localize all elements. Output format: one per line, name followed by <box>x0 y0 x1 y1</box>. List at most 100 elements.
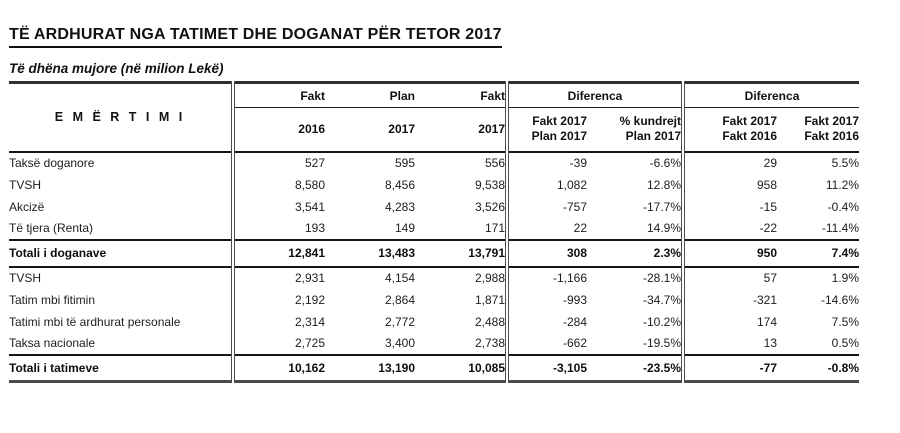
cell-plan-2017: 13,483 <box>325 238 415 268</box>
row-label: TVSH <box>9 266 235 289</box>
table-body: Taksë doganore 527 595 556 -39 -6.6% 29 … <box>9 151 860 383</box>
row-label: Taksë doganore <box>9 151 235 174</box>
cell-pct-plan: -23.5% <box>587 353 686 383</box>
row-label: Taksa nacionale <box>9 332 235 355</box>
row-label: Totali i tatimeve <box>9 353 235 383</box>
cell-pct-fakt: -0.8% <box>777 353 860 383</box>
cell-fakt-2016: 3,541 <box>294 199 325 214</box>
row-label: Akcizë <box>9 195 235 218</box>
table-row: TVSH 2,931 4,154 2,988 -1,166 -28.1% 57 … <box>9 266 860 289</box>
cell-fakt-2016: 2,314 <box>294 314 325 329</box>
cell-fakt-2017: 171 <box>415 217 509 240</box>
cell-fakt-2016: 2,192 <box>294 292 325 307</box>
cell-diff-plan: 1,082 <box>556 177 587 192</box>
cell-pct-fakt: 5.5% <box>831 156 860 170</box>
row-label: TVSH <box>9 173 235 196</box>
col-header-diff-fakt2017-fakt2016: Fakt 2017 Fakt 2016 <box>683 107 778 153</box>
cell-pct-plan: -19.5% <box>587 332 686 355</box>
table-row: Të tjera (Renta) 193 149 171 22 14.9% -2… <box>9 217 860 240</box>
table-row-total-doganave: Totali i doganave 12,841 13,483 13,791 3… <box>9 238 860 268</box>
col-header-2017-plan: 2017 <box>325 107 415 153</box>
table-row: Akcizë 3,541 4,283 3,526 -757 -17.7% -15… <box>9 195 860 218</box>
col-group-diferenca-plan: Diferenca <box>507 82 686 108</box>
cell-plan-2017: 8,456 <box>384 177 415 192</box>
col-header-plan: Plan <box>325 82 415 108</box>
cell-fakt-2017: 556 <box>415 151 509 174</box>
col-header-fakt-b: Fakt <box>415 82 509 108</box>
col-header-2017-fakt: 2017 <box>415 107 509 153</box>
table-row: Tatim mbi fitimin 2,192 2,864 1,871 -993… <box>9 288 860 311</box>
cell-fakt-2017: 2,738 <box>415 332 509 355</box>
cell-diff-fakt: 950 <box>683 238 778 268</box>
cell-diff-fakt: 29 <box>763 156 778 170</box>
col-header-fakt-a: Fakt <box>233 82 325 108</box>
cell-diff-fakt: 13 <box>763 336 778 350</box>
cell-pct-fakt: 7.5% <box>831 314 860 329</box>
cell-pct-plan: -10.2% <box>587 310 686 333</box>
cell-fakt-2017: 1,871 <box>415 288 509 311</box>
cell-diff-fakt: -77 <box>683 353 778 383</box>
cell-diff-plan: -1,166 <box>552 271 587 285</box>
cell-diff-plan: -993 <box>562 292 587 307</box>
cell-pct-fakt: -14.6% <box>821 292 860 307</box>
page-subtitle: Të dhëna mujore (në milion Lekë) <box>9 61 224 76</box>
cell-fakt-2017: 3,526 <box>415 195 509 218</box>
cell-plan-2017: 2,864 <box>384 292 415 307</box>
cell-diff-plan: 308 <box>507 238 587 268</box>
row-label: Tatim mbi fitimin <box>9 288 235 311</box>
col-group-diferenca-fakt: Diferenca <box>683 82 860 108</box>
revenue-table: E M Ë R T I M I Fakt Plan Fakt Diferenca… <box>9 81 860 383</box>
cell-diff-fakt: 174 <box>756 314 778 329</box>
cell-plan-2017: 149 <box>394 221 415 235</box>
cell-fakt-2016: 193 <box>304 221 325 235</box>
cell-fakt-2017: 9,538 <box>415 173 509 196</box>
cell-fakt-2016: 12,841 <box>233 238 325 268</box>
cell-pct-fakt: 7.4% <box>777 238 860 268</box>
cell-fakt-2017: 2,988 <box>415 266 509 289</box>
cell-diff-plan: -39 <box>569 156 587 170</box>
header-row-sub: 2016 2017 2017 Fakt 2017 Plan 2017 % kun… <box>9 107 860 153</box>
col-header-2016: 2016 <box>233 107 325 153</box>
cell-diff-plan: -284 <box>562 314 587 329</box>
cell-plan-2017: 4,154 <box>384 271 415 285</box>
cell-pct-plan: 2.3% <box>587 238 686 268</box>
row-label: Totali i doganave <box>9 238 235 268</box>
cell-diff-plan: -3,105 <box>507 353 587 383</box>
cell-pct-fakt: -0.4% <box>827 199 860 214</box>
cell-fakt-2016: 10,162 <box>233 353 325 383</box>
col-header-pct-fakt2017-fakt2016: Fakt 2017 Fakt 2016 <box>777 107 860 153</box>
cell-diff-fakt: -15 <box>759 199 778 214</box>
cell-pct-fakt: -11.4% <box>821 221 860 235</box>
cell-diff-fakt: -22 <box>759 221 778 235</box>
cell-diff-fakt: 57 <box>763 271 778 285</box>
cell-diff-fakt: -321 <box>752 292 778 307</box>
table-row: TVSH 8,580 8,456 9,538 1,082 12.8% 958 1… <box>9 173 859 196</box>
cell-fakt-2017: 2,488 <box>415 310 509 333</box>
row-label: Të tjera (Renta) <box>9 217 235 240</box>
cell-pct-plan: -17.7% <box>587 195 686 218</box>
header-row-groups: E M Ë R T I M I Fakt Plan Fakt Diferenca… <box>9 82 860 153</box>
table-header: E M Ë R T I M I Fakt Plan Fakt Diferenca… <box>9 82 860 153</box>
cell-diff-plan: 22 <box>573 221 587 235</box>
cell-pct-plan: 14.9% <box>587 217 686 240</box>
cell-diff-plan: -662 <box>562 336 587 350</box>
col-header-diff-fakt2017-plan2017: Fakt 2017 Plan 2017 <box>507 107 587 153</box>
cell-plan-2017: 13,190 <box>325 353 415 383</box>
cell-pct-plan: 12.8% <box>587 173 686 196</box>
cell-plan-2017: 2,772 <box>384 314 415 329</box>
row-label: Tatimi mbi të ardhurat personale <box>9 310 235 333</box>
cell-pct-plan: -6.6% <box>587 151 686 174</box>
cell-plan-2017: 595 <box>394 156 415 170</box>
table-row: Tatimi mbi të ardhurat personale 2,314 2… <box>9 310 860 333</box>
cell-plan-2017: 3,400 <box>384 336 415 350</box>
page-title: TË ARDHURAT NGA TATIMET DHE DOGANAT PËR … <box>9 26 502 48</box>
table-row-total-tatimeve: Totali i tatimeve 10,162 13,190 10,085 -… <box>9 353 860 383</box>
cell-fakt-2016: 8,580 <box>294 177 325 192</box>
cell-fakt-2016: 2,725 <box>294 336 325 350</box>
cell-diff-plan: -757 <box>562 199 587 214</box>
cell-fakt-2016: 2,931 <box>294 271 325 285</box>
cell-pct-plan: -34.7% <box>587 288 686 311</box>
cell-pct-fakt: 1.9% <box>831 271 860 285</box>
cell-pct-fakt: 0.5% <box>831 336 860 350</box>
